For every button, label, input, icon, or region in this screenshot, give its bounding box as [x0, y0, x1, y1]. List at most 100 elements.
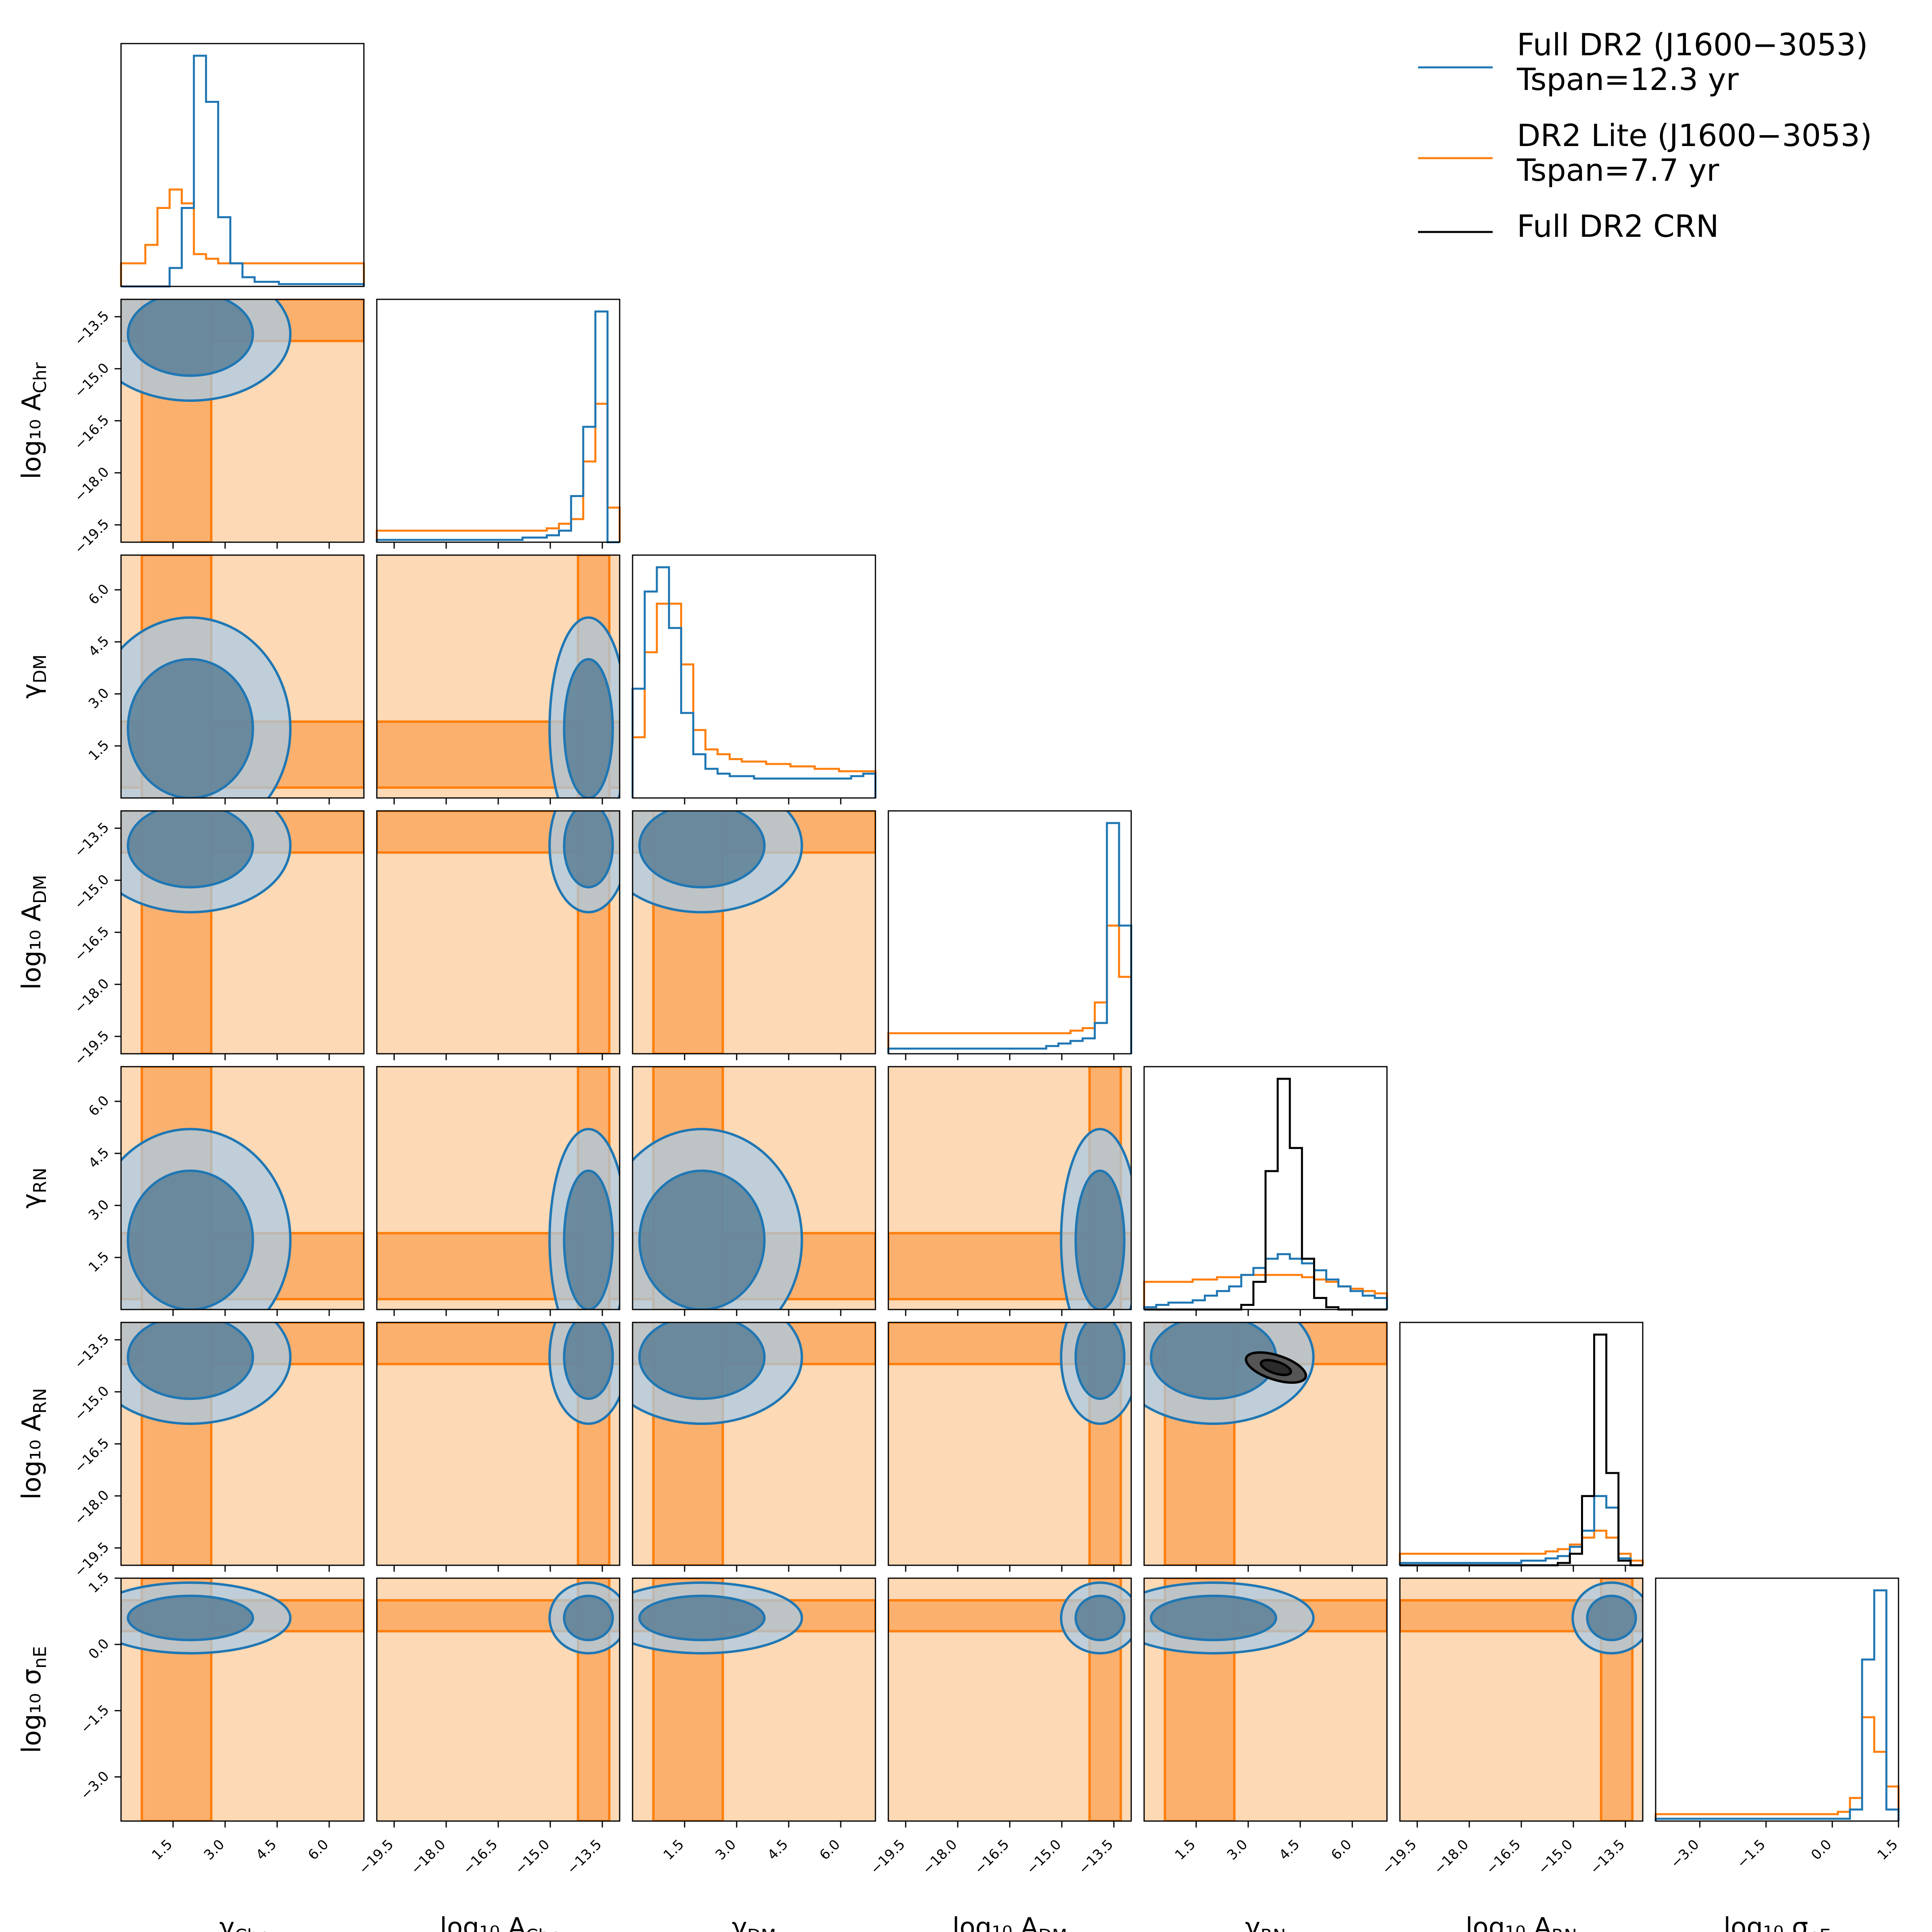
panel-frame: [632, 1066, 876, 1310]
blue-contour-inner: [638, 1594, 766, 1642]
panel-frame: [1143, 1322, 1388, 1566]
hist-blue: [376, 310, 620, 543]
panel-frame: [1143, 1577, 1388, 1822]
x-tick-label: −16.5: [971, 1836, 1012, 1878]
y-tick-label: −19.5: [71, 1028, 112, 1069]
x-tick-label: −16.5: [460, 1836, 501, 1878]
blue-contour-inner: [638, 811, 766, 889]
panel-gamma_RN-vs-gamma_Chr: [120, 1066, 365, 1310]
panel-log10_A_DM-vs-gamma_DM: [632, 810, 876, 1055]
x-tick-label: 4.5: [764, 1836, 792, 1863]
panel-contours: [377, 811, 620, 1054]
x-tick-label: −13.5: [1075, 1836, 1116, 1878]
panel-contours: [1144, 1322, 1387, 1565]
legend-text: Full DR2 CRN: [1517, 208, 1719, 244]
y-axis-label-gamma_RN: γRN: [17, 1168, 50, 1208]
blue-contour-inner: [563, 1594, 614, 1642]
y-axis-label-subscript: Chr: [30, 362, 50, 393]
hist-blue: [1399, 1495, 1643, 1566]
y-tick-label: −13.5: [71, 1331, 112, 1372]
panel-gamma_RN-vs-gamma_DM: [632, 1066, 876, 1310]
x-axis-label-log10_A_DM: log₁₀ ADM: [952, 1913, 1067, 1932]
panel-frame: [120, 1066, 365, 1310]
panel-contours: [121, 1578, 364, 1821]
panel-log10_A_RN-vs-gamma_Chr: [120, 1322, 365, 1566]
x-tick-label: −1.5: [1734, 1836, 1769, 1871]
x-tick-label: 1.5: [149, 1836, 176, 1863]
marginal-gamma_Chr: [120, 43, 365, 288]
y-tick-label: −18.0: [71, 464, 112, 505]
x-tick-label: −15.0: [512, 1836, 553, 1878]
legend-text: Tspan=7.7 yr: [1516, 152, 1719, 188]
marginal-gamma_RN: [1143, 1066, 1388, 1311]
hist-blue: [121, 54, 365, 288]
y-tick-label: 0.0: [86, 1635, 113, 1663]
y-axis-label-log10_A_Chr: log₁₀ AChr: [17, 362, 50, 479]
y-tick-label: 4.5: [86, 1145, 113, 1172]
blue-contour-inner: [127, 299, 254, 377]
panel-frame: [120, 1577, 365, 1822]
blue-contour-inner: [563, 1322, 614, 1400]
x-axis-label-subscript: nE: [1808, 1926, 1831, 1932]
panel-frame: [632, 1577, 876, 1822]
x-tick-label: 3.0: [712, 1836, 739, 1863]
panel-log10_sigma_nE-vs-log10_A_RN: [1399, 1577, 1644, 1822]
marginal-log10_sigma_nE: [1654, 1577, 1900, 1822]
blue-contour-inner: [1074, 1594, 1126, 1642]
y-tick-label: −19.5: [71, 516, 112, 557]
blue-contour-inner: [127, 1594, 254, 1642]
hist-blue: [887, 822, 1132, 1054]
x-tick-label: −18.0: [919, 1836, 960, 1878]
panel-frame: [120, 554, 365, 799]
y-tick-label: −16.5: [71, 412, 112, 453]
panel-contours: [888, 1067, 1131, 1310]
y-axis-label-subscript: RN: [30, 1168, 50, 1193]
panel-log10_sigma_nE-vs-gamma_Chr: [120, 1577, 365, 1822]
legend-text: Tspan=12.3 yr: [1516, 61, 1739, 97]
x-axis-label-subscript: Chr: [526, 1926, 557, 1932]
x-tick-label: 1.5: [660, 1836, 687, 1863]
panel-gamma_DM-vs-log10_A_Chr: [376, 554, 620, 799]
x-tick-label: −18.0: [1431, 1836, 1472, 1878]
panel-contours: [888, 1578, 1131, 1821]
marginal-log10_A_Chr: [376, 299, 621, 543]
x-axis-label-gamma_DM: γDM: [732, 1913, 776, 1932]
x-tick-label: 0.0: [1808, 1836, 1835, 1863]
hist-orange: [1143, 1274, 1388, 1310]
blue-contour-inner: [563, 811, 614, 889]
y-axis-label-subscript: DM: [30, 875, 50, 904]
blue-contour-inner: [127, 811, 254, 889]
y-axis-label-log10_A_RN: log₁₀ ARN: [17, 1388, 50, 1500]
panel-contours: [121, 811, 364, 1054]
x-tick-label: 3.0: [201, 1836, 228, 1863]
x-tick-label: 3.0: [1224, 1836, 1251, 1863]
marginal-gamma_DM: [631, 554, 877, 799]
hist-orange: [120, 188, 365, 286]
x-tick-label: −19.5: [867, 1836, 908, 1878]
blue-contour-inner: [1074, 1322, 1126, 1400]
panel-contours: [1400, 1578, 1643, 1821]
panel-contours: [121, 555, 364, 798]
panel-gamma_RN-vs-log10_A_DM: [888, 1066, 1132, 1310]
x-axis-label-log10_A_Chr: log₁₀ AChr: [440, 1913, 557, 1932]
panel-contours: [888, 1322, 1131, 1565]
panel-log10_sigma_nE-vs-gamma_DM: [632, 1577, 876, 1822]
y-tick-label: 1.5: [86, 737, 113, 764]
panel-log10_A_DM-vs-log10_A_Chr: [376, 810, 620, 1055]
y-tick-label: −15.0: [71, 1383, 112, 1424]
blue-contour-inner: [638, 1322, 766, 1400]
blue-contour-inner: [563, 1170, 614, 1310]
hist-orange: [376, 403, 621, 542]
x-tick-label: −13.5: [564, 1836, 605, 1878]
x-tick-label: −16.5: [1483, 1836, 1524, 1878]
panel-log10_sigma_nE-vs-log10_A_Chr: [376, 1577, 620, 1822]
x-tick-label: 1.5: [1172, 1836, 1199, 1863]
panel-contours: [1144, 1578, 1387, 1821]
panel-contours: [633, 1578, 875, 1821]
crn-contour-inner: [1259, 1359, 1292, 1376]
panel-log10_A_RN-vs-gamma_DM: [632, 1322, 876, 1566]
blue-contour-inner: [638, 1170, 766, 1310]
y-axis-label-gamma_DM: γDM: [17, 654, 50, 699]
panel-frame: [632, 554, 876, 799]
panel-contours: [121, 299, 364, 542]
